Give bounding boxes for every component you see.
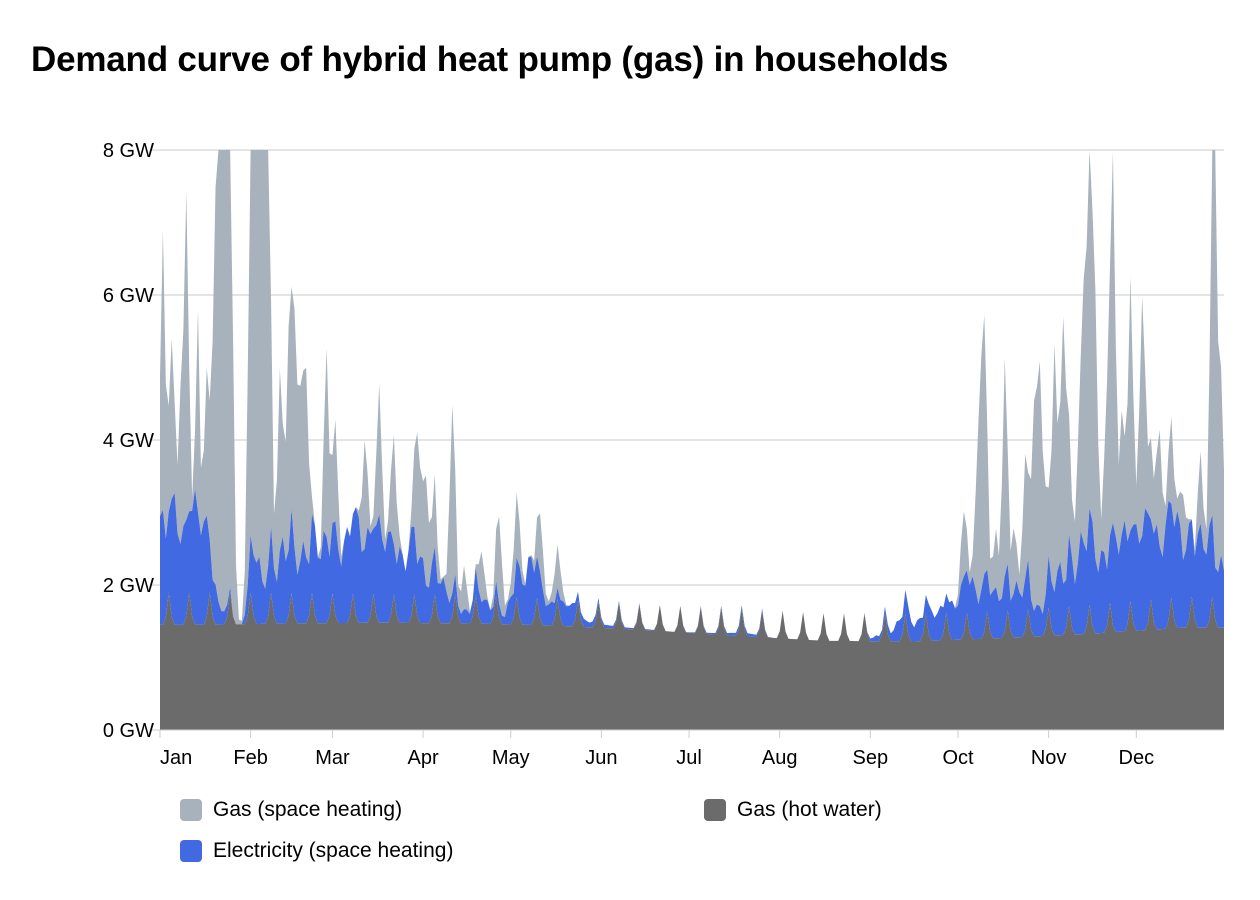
x-tick-label: Dec bbox=[1119, 747, 1155, 769]
legend-item-gas-hot-water[interactable]: Gas (hot water) bbox=[704, 798, 882, 822]
x-tick-label: Mar bbox=[315, 747, 350, 769]
x-tick-label: Feb bbox=[233, 747, 267, 769]
axis-layer: 0 GW 2 GW 4 GW 6 GW 8 GW Jan Feb Mar Apr May Jun Ju… bbox=[103, 140, 1224, 769]
x-tick-label: Jun bbox=[585, 747, 617, 769]
y-tick-label: 8 GW bbox=[103, 140, 154, 162]
legend-item-electricity-space-heating[interactable]: Electricity (space heating) bbox=[180, 839, 453, 863]
y-tick-label: 4 GW bbox=[103, 430, 154, 452]
legend-swatch-electricity-space-heating bbox=[180, 840, 202, 862]
legend-swatch-gas-space-heating bbox=[180, 799, 202, 821]
x-tick-label: Sep bbox=[853, 747, 889, 769]
y-tick-label: 2 GW bbox=[103, 575, 154, 597]
area-gas-space-heating bbox=[160, 150, 1224, 642]
area-layer bbox=[160, 150, 1224, 730]
chart-title: Demand curve of hybrid heat pump (gas) i… bbox=[31, 40, 949, 79]
x-tick-label: Nov bbox=[1031, 747, 1067, 769]
legend: Gas (space heating) Gas (hot water) Elec… bbox=[180, 798, 1180, 878]
x-tick-label: Jul bbox=[676, 747, 702, 769]
y-tick-label: 6 GW bbox=[103, 285, 154, 307]
y-tick-label: 0 GW bbox=[103, 720, 154, 742]
area-gas-hot-water bbox=[160, 592, 1224, 730]
x-tick-label: May bbox=[492, 747, 530, 769]
x-tick-label: Oct bbox=[942, 747, 974, 769]
x-tick-label: Jan bbox=[160, 747, 192, 769]
legend-label-electricity-space-heating: Electricity (space heating) bbox=[213, 839, 454, 862]
area-electricity-space-heating bbox=[160, 489, 1224, 642]
chart-svg: 0 GW 2 GW 4 GW 6 GW 8 GW Jan Feb Mar Apr May Jun Ju… bbox=[103, 140, 1224, 769]
x-tick-label: Aug bbox=[762, 747, 798, 769]
legend-item-gas-space-heating[interactable]: Gas (space heating) bbox=[180, 798, 402, 822]
legend-swatch-gas-hot-water bbox=[704, 799, 726, 821]
x-tick-label: Apr bbox=[408, 747, 439, 769]
legend-label-gas-space-heating: Gas (space heating) bbox=[213, 798, 403, 821]
legend-label-gas-hot-water: Gas (hot water) bbox=[737, 798, 882, 821]
